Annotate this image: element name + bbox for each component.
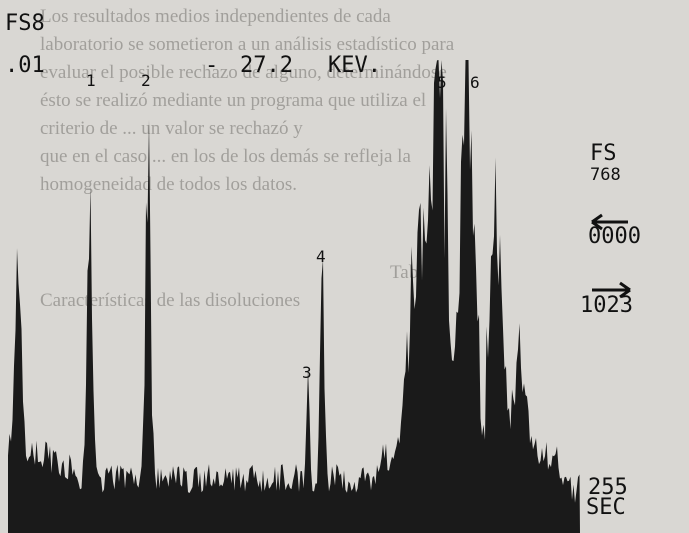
end-channel: 1023	[580, 293, 633, 318]
separator: -	[205, 53, 218, 78]
peak-label: 3	[302, 363, 312, 382]
background-text: ésto se realizó mediante un programa que…	[40, 90, 426, 111]
start-channel: 0000	[588, 224, 641, 249]
peak-label: 1	[86, 71, 96, 90]
time: 255	[588, 475, 628, 500]
peak-label: 2	[141, 71, 151, 90]
fs-value: 768	[590, 165, 621, 185]
channel-label: FS8	[5, 11, 45, 36]
background-text: laboratorio se sometieron a un análisis …	[40, 34, 455, 55]
background-text: Características de las disoluciones	[40, 290, 300, 311]
peak-label: 4	[316, 247, 326, 266]
background-text: evaluar el posible rechazo de alguno, de…	[40, 62, 447, 83]
background-text: Los resultados medios independientes de …	[40, 6, 391, 27]
background-text: que en el caso ... en los de los demás s…	[40, 146, 411, 167]
left-arrow	[591, 213, 628, 231]
right-arrow	[592, 281, 631, 299]
spectrum	[8, 60, 580, 533]
background-text: criterio de ... un valor se rechazó y	[40, 118, 303, 139]
peak-label: 6	[470, 73, 480, 92]
time-unit: SEC	[586, 495, 626, 520]
background-text: homogeneidad de todos los datos.	[40, 174, 297, 195]
scale-label: .01	[5, 53, 45, 78]
energy: 27.2	[240, 53, 293, 78]
unit: KEV.	[328, 53, 381, 78]
peak-label: 5	[437, 73, 447, 92]
fs-label: FS	[590, 141, 617, 166]
